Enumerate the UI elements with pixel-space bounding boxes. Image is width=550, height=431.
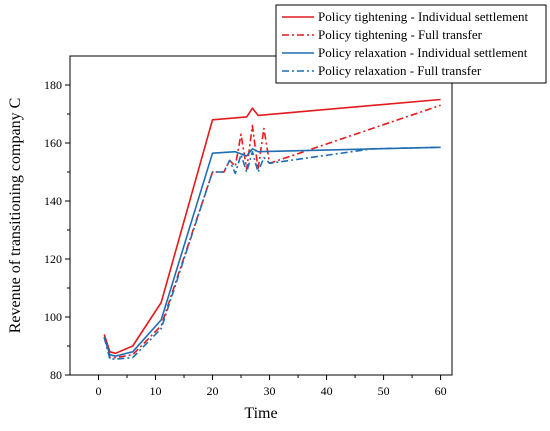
x-tick-label: 0 bbox=[96, 384, 102, 398]
series-line-1 bbox=[103, 98, 441, 355]
y-axis-title: Revenue of transitioning company C bbox=[7, 98, 24, 334]
x-tick-label: 60 bbox=[435, 384, 447, 398]
legend-label: Policy tightening - Individual settlemen… bbox=[318, 9, 529, 24]
series-line-3 bbox=[103, 146, 441, 357]
series-line-2 bbox=[103, 104, 441, 359]
plot-border bbox=[69, 55, 453, 376]
y-tick-label: 160 bbox=[44, 136, 62, 150]
x-axis-title: Time bbox=[244, 405, 277, 422]
x-tick-label: 10 bbox=[150, 384, 162, 398]
x-axis-ticks: 0 10 20 30 40 50 60 bbox=[96, 375, 447, 398]
y-tick-label: 140 bbox=[44, 194, 62, 208]
plot-frame bbox=[69, 55, 453, 376]
x-tick-label: 20 bbox=[207, 384, 219, 398]
series-line-4 bbox=[103, 146, 441, 360]
legend-label: Policy relaxation - Individual settlemen… bbox=[318, 45, 528, 60]
y-tick-label: 80 bbox=[50, 368, 62, 382]
x-tick-label: 30 bbox=[264, 384, 276, 398]
legend: Policy tightening - Individual settlemen… bbox=[275, 4, 547, 84]
legend-box bbox=[275, 4, 547, 84]
y-tick-label: 180 bbox=[44, 78, 62, 92]
x-tick-label: 40 bbox=[321, 384, 333, 398]
series-layer bbox=[103, 98, 441, 360]
x-tick-label: 50 bbox=[378, 384, 390, 398]
y-tick-label: 100 bbox=[44, 310, 62, 324]
legend-label: Policy relaxation - Full transfer bbox=[318, 63, 482, 78]
legend-label: Policy tightening - Full transfer bbox=[318, 27, 483, 42]
y-tick-label: 120 bbox=[44, 252, 62, 266]
y-axis-ticks: 80 100 120 140 160 180 bbox=[44, 78, 70, 382]
